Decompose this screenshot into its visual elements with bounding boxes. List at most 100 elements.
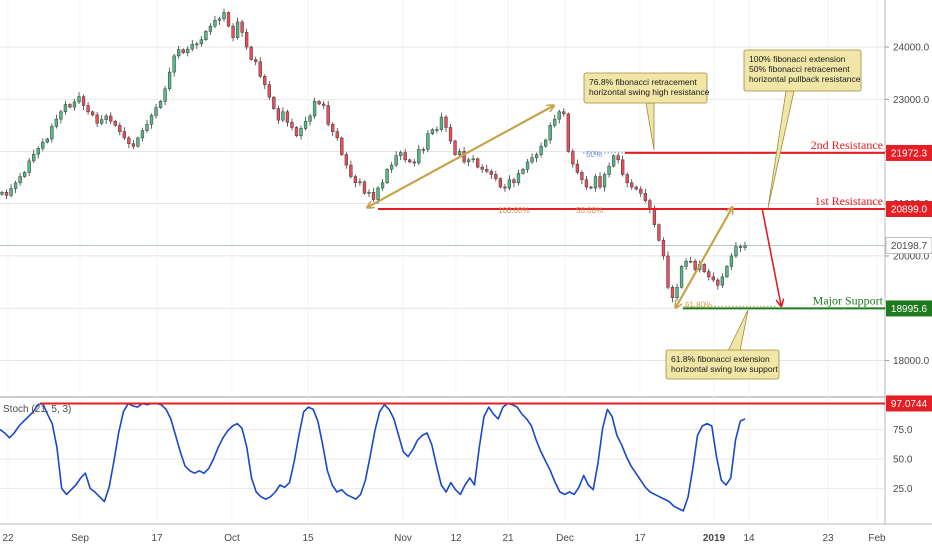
candle-up: [743, 245, 747, 248]
fib-label-top: 50%: [586, 150, 602, 159]
last-price-tag-bg: [885, 237, 932, 254]
candle-up: [385, 168, 389, 184]
candle-up: [417, 149, 421, 164]
candle-up: [190, 44, 194, 50]
candle-up: [145, 124, 149, 131]
candle-up: [22, 172, 27, 177]
candle-up: [376, 187, 380, 200]
label-layer: 2nd Resistance 1st Resistance Major Suppor…: [811, 138, 932, 317]
callout-fib-618-box: [665, 349, 780, 380]
candle-up: [471, 158, 475, 161]
candle-up: [299, 128, 303, 137]
time-tick-label: 14: [743, 533, 755, 544]
candle-up: [149, 115, 154, 125]
candle-up: [530, 157, 534, 163]
candle-up: [77, 96, 81, 103]
candle-down: [81, 96, 86, 106]
candle-up: [308, 115, 312, 122]
candle-up: [36, 148, 40, 155]
candle-down: [444, 116, 448, 128]
candle-down: [403, 152, 407, 161]
candle-down: [118, 125, 122, 132]
candle-up: [41, 141, 45, 149]
candle-up: [421, 149, 425, 151]
candle-up: [186, 48, 190, 54]
resistance-1-price-tag: 20899.0: [891, 204, 928, 215]
candle-down: [625, 174, 629, 184]
candle-up: [281, 111, 285, 121]
candle-up: [199, 39, 203, 45]
annotation-layer: 100.00% 50.00% 50% 61.80% 76.8% fibonacci re…: [0, 49, 885, 380]
fib-label-100: 100.00%: [498, 206, 530, 215]
candle-up: [208, 25, 213, 32]
candle-up: [553, 118, 557, 126]
measure-arrow-1: [368, 106, 553, 207]
candle-down: [272, 96, 276, 109]
candle-down: [340, 137, 344, 155]
candle-down: [639, 188, 643, 194]
stoch-indicator-label: Stoch (21, 5, 3): [3, 404, 71, 415]
callout-fib-100-line: 50% fibonacci retracement: [749, 64, 850, 74]
candle-up: [303, 120, 308, 129]
candle-down: [276, 108, 281, 121]
candle-up: [358, 181, 362, 184]
candle-down: [575, 163, 580, 173]
time-tick-label: Dec: [556, 533, 574, 544]
time-tick-label: 2019: [703, 533, 726, 544]
candle-down: [503, 186, 507, 189]
price-tick-label: 23000.0: [893, 95, 930, 106]
stoch-level-tag: 97.0744: [891, 399, 928, 410]
time-tick-label: 15: [302, 533, 314, 544]
candle-down: [584, 179, 589, 188]
candle-down: [68, 104, 72, 108]
candle-up: [13, 182, 18, 189]
candle-up: [195, 43, 199, 46]
candle-up: [9, 188, 13, 196]
candle-up: [507, 179, 512, 189]
candle-down: [290, 121, 294, 128]
callout-fib-100-line: 100% fibonacci extension: [749, 54, 846, 64]
candle-up: [435, 129, 439, 131]
candle-down: [226, 12, 231, 27]
price-tick-label: 18000.0: [893, 356, 930, 367]
callout-fib-618-line: horizontal swing low support: [671, 364, 778, 374]
resistance-2-price-tag: 21972.3: [891, 148, 928, 159]
candle-up: [235, 21, 240, 38]
candle-down: [90, 111, 95, 116]
time-tick-label: Feb: [868, 533, 886, 544]
candle-down: [371, 191, 376, 200]
callout-fib-768-line: 76.8% fibonacci retracement: [589, 77, 697, 87]
callout-fib-618-line: 61.8% fibonacci extension: [671, 354, 770, 364]
candle-down: [317, 101, 321, 105]
support-label: Major Support: [813, 293, 884, 307]
candle-up: [63, 104, 68, 113]
last-price-tag: 20198.7: [891, 241, 928, 252]
candle-up: [59, 111, 63, 120]
time-tick-label: 17: [634, 533, 646, 544]
candle-up: [222, 12, 226, 20]
resistance-2-price-tag-bg: [886, 144, 932, 161]
candle-down: [707, 271, 711, 278]
candle-up: [430, 129, 435, 134]
time-tick-label: Nov: [394, 533, 412, 544]
candle-down: [258, 61, 262, 77]
candle-down: [4, 191, 9, 196]
callout-fib-768-box: [583, 72, 708, 104]
candle-up: [204, 31, 208, 40]
support-price-tag-bg: [886, 300, 932, 317]
candle-down: [643, 193, 647, 201]
candle-up: [602, 174, 607, 188]
candle-down: [670, 287, 675, 299]
candle-down: [571, 151, 575, 165]
candle-up: [593, 176, 598, 189]
candle-up: [548, 125, 552, 141]
candle-up: [525, 161, 530, 170]
candle-down: [448, 127, 453, 142]
candle-down: [331, 124, 335, 132]
candle-up: [45, 138, 49, 143]
candle-up: [534, 154, 539, 159]
candle-up: [725, 266, 729, 278]
fib-label-618: 61.80%: [685, 300, 712, 309]
candle-down: [95, 114, 99, 124]
